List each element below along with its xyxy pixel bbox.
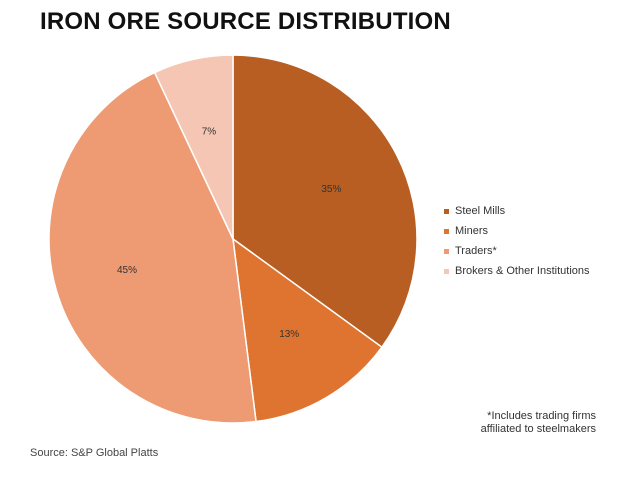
footnote-line: affiliated to steelmakers (480, 423, 596, 435)
legend-label: Brokers & Other Institutions (455, 265, 590, 277)
pie-slice-traders (48, 71, 257, 424)
slice-label-traders: 45% (117, 265, 137, 276)
legend: Steel Mills Miners Traders* Brokers & Ot… (444, 201, 590, 281)
legend-item-traders: Traders* (444, 241, 590, 261)
pie-slice-steel-mills (232, 54, 418, 349)
legend-label: Steel Mills (455, 205, 506, 217)
legend-swatch (444, 248, 449, 254)
legend-item-steel-mills: Steel Mills (444, 201, 590, 221)
legend-label: Traders* (455, 245, 497, 257)
legend-swatch (444, 208, 449, 214)
legend-item-miners: Miners (444, 221, 590, 241)
legend-swatch (444, 268, 449, 274)
legend-item-brokers: Brokers & Other Institutions (444, 261, 590, 281)
chart-title: IRON ORE SOURCE DISTRIBUTION (40, 8, 451, 35)
footnote-line: *Includes trading firms (487, 410, 596, 422)
source-note: Source: S&P Global Platts (30, 447, 159, 459)
slice-label-miners: 13% (279, 329, 299, 340)
legend-label: Miners (455, 225, 489, 237)
slice-label-brokers: 7% (202, 126, 217, 137)
pie-slice-miners (232, 237, 383, 423)
footnote: *Includes trading firms affiliated to st… (481, 410, 596, 436)
legend-swatch (444, 228, 449, 234)
pie-slice-brokers (153, 54, 234, 240)
slice-label-steel-mills: 35% (321, 184, 341, 195)
